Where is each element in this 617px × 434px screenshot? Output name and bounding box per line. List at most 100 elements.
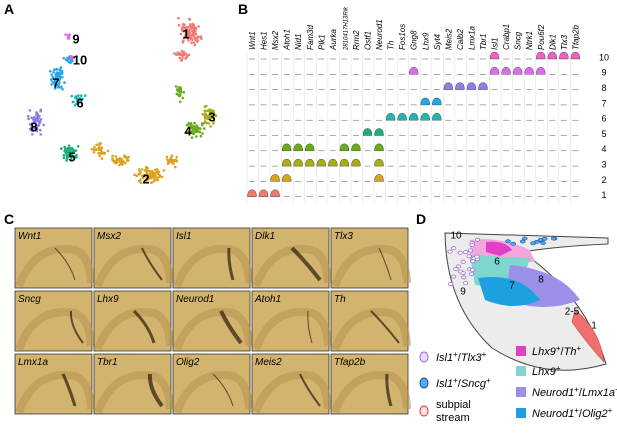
gene-label: Lmx1a [18,357,48,368]
cell-icon [453,267,459,272]
violin [281,174,292,182]
cell-dot [50,83,53,86]
cell-dot [124,161,127,165]
signal [54,247,76,281]
cell-dot [189,24,193,28]
legend-text-part: Th [564,346,577,358]
cluster-label: 9 [601,68,606,78]
cell-dot [192,24,196,27]
cell-dot [50,78,53,81]
section-grid: Wnt1 Msx2 Isl1 Dlk1 Tlx3 Sncg Lhx9 Neurod1 Atoh1… [14,227,411,415]
gene-label: Wnt1 [248,31,257,50]
cell-dot [67,150,71,154]
cell-icon [448,281,454,286]
legend-text-part: Tlx3 [461,352,483,364]
legend-icon [419,351,429,363]
gene-label: Pou6f2 [537,24,546,50]
cell-dot [35,111,38,114]
cell-dot [177,86,181,89]
tissue-layer [94,308,174,351]
cell-dot [183,26,187,29]
cell-dot [179,32,183,36]
cell-dot [27,117,30,121]
cell-dot [71,148,75,152]
cluster-label: 5 [601,129,606,139]
cell-dot [153,171,156,175]
legend-text-part: / [458,352,462,364]
cell-dot [192,125,196,128]
cell-dot [138,172,142,175]
gene-label: Tbr1 [479,34,488,50]
violin [328,158,338,167]
cell-dot [58,81,61,84]
signal [290,246,322,282]
cell-dot [183,23,186,27]
panel-letter: B [238,1,248,17]
cell-dot [55,76,58,80]
violin [374,174,384,182]
cell-dot [190,129,194,133]
cell-dot [145,170,148,174]
gene-label: Gng8 [410,30,419,50]
cell-dot [28,109,32,112]
cell-dot [143,174,146,178]
cell-dot [137,168,141,171]
violin [408,67,419,75]
region-label: 9 [460,287,466,298]
signal [307,310,313,344]
violin [397,112,407,121]
cell-icon [447,249,453,254]
cell-dot [94,148,98,151]
gene-label: Sncg [18,294,41,305]
legend-swatch [516,408,526,418]
legend-text-part: + [556,364,561,373]
cell-dot [214,114,218,117]
cell-dot [139,181,143,185]
legend-text-part: + [608,406,613,415]
legend-text-part: + [556,344,561,353]
tissue-layer [94,371,174,414]
cell-dot [62,154,66,157]
legend-text: Isl1+/Sncg+ [436,376,491,391]
gene-label: Olig2 [176,357,200,368]
violin [478,82,488,90]
cell-icon [469,267,476,272]
cell-dot [197,35,200,39]
cell-dot [76,101,79,104]
cell-icon [550,236,557,241]
gene-label: Atoh1 [254,294,281,305]
cell-dot [93,145,96,149]
cell-dot [152,180,155,183]
gene-label: Plk1 [317,34,326,50]
gene-label: Ostf1 [364,31,373,50]
cell-dot [114,155,118,158]
cell-dot [195,124,198,127]
cell-dot [141,176,145,180]
gene-label: Dlk1 [548,34,557,50]
signal [147,373,164,408]
cell-dot [204,114,208,117]
region [486,241,512,256]
cell-dot [32,118,35,121]
cell-dot [60,69,64,73]
cell-dot [179,89,183,93]
cluster-label: 10 [73,52,87,67]
cell-dot [55,68,59,71]
violin [281,143,292,151]
cell-dot [84,94,87,97]
cell-icon [460,271,466,276]
gene-label: Meis2 [255,357,282,368]
cell-dot [209,109,213,112]
violin [281,158,292,167]
cell-dot [70,56,74,59]
cell-dot [174,85,178,88]
cell-dot [204,109,208,113]
region [478,276,540,306]
cell-dot [63,150,66,153]
cell-dot [64,58,68,61]
violin [293,143,303,151]
cell-dot [58,77,61,81]
legend-text-part: + [574,406,579,415]
cell-dot [176,52,180,56]
cell-dot [188,17,191,21]
